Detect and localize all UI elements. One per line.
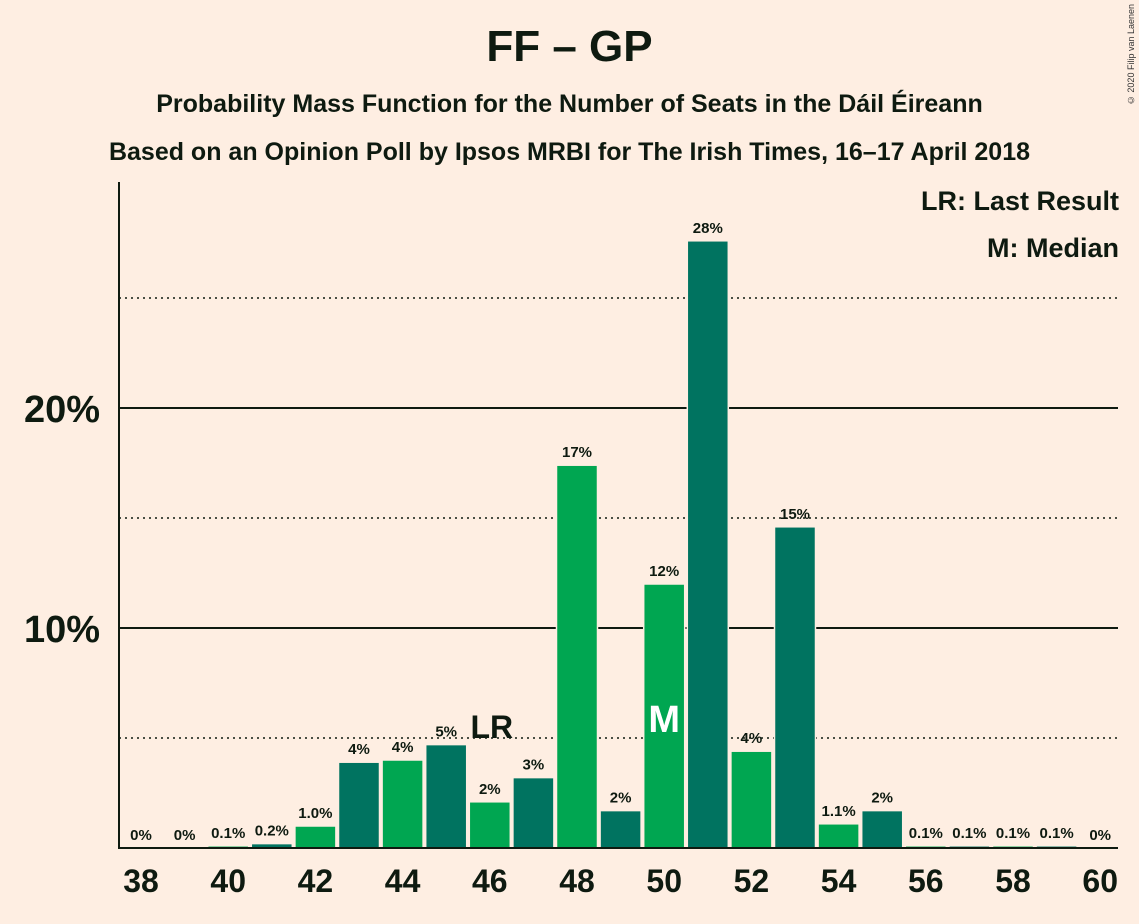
bar-value-label: 12% — [649, 563, 679, 580]
bar-value-label: 2% — [871, 790, 893, 807]
x-tick-label: 52 — [734, 863, 770, 899]
bar-value-label: 28% — [693, 220, 723, 237]
x-tick-label: 38 — [123, 863, 159, 899]
bar-value-label: 0% — [174, 827, 196, 844]
bar-seat-52 — [730, 750, 773, 849]
legend-median: M: Median — [987, 233, 1119, 263]
bar-value-label: 5% — [435, 724, 457, 741]
x-tick-label: 54 — [821, 863, 857, 899]
x-tick-label: 50 — [646, 863, 682, 899]
x-tick-label: 46 — [472, 863, 508, 899]
bar-seat-44 — [381, 759, 424, 849]
bar-value-label: 4% — [392, 739, 414, 756]
bar-value-label: 0% — [130, 827, 152, 844]
bar-seat-55 — [860, 809, 904, 849]
median-marker: M — [648, 699, 680, 741]
bar-value-label: 4% — [348, 741, 370, 758]
bar-value-label: 3% — [523, 757, 545, 774]
chart-title: FF – GP — [486, 22, 653, 71]
bar-seat-50 — [642, 583, 686, 849]
bar-value-label: 17% — [562, 444, 592, 461]
x-tick-label: 56 — [908, 863, 944, 899]
bar-seat-46 — [468, 801, 512, 849]
bar-value-label: 4% — [741, 730, 763, 747]
x-tick-label: 44 — [385, 863, 421, 899]
bar-seat-42 — [294, 825, 337, 849]
bar-seat-48 — [555, 464, 599, 849]
x-tick-label: 60 — [1082, 863, 1118, 899]
bar-value-label: 15% — [780, 506, 810, 523]
chart-subtitle: Probability Mass Function for the Number… — [156, 90, 983, 118]
x-tick-label: 40 — [210, 863, 246, 899]
x-tick-label: 58 — [995, 863, 1031, 899]
last-result-marker: LR — [470, 709, 513, 745]
bar-value-label: 0.1% — [211, 825, 245, 842]
y-tick-label: 10% — [24, 609, 100, 651]
bar-value-label: 0% — [1089, 827, 1111, 844]
bar-value-label: 0.1% — [952, 825, 986, 842]
bar-value-label: 0.1% — [1039, 825, 1073, 842]
bar-value-label: 2% — [479, 781, 501, 798]
bar-seat-51 — [686, 240, 730, 849]
x-tick-label: 48 — [559, 863, 595, 899]
bar-value-label: 1.0% — [298, 805, 332, 822]
y-tick-label: 20% — [24, 389, 100, 431]
bar-value-label: 1.1% — [821, 803, 855, 820]
bar-seat-45 — [424, 743, 468, 849]
bar-seat-54 — [817, 823, 860, 849]
legend-last-result: LR: Last Result — [920, 186, 1119, 216]
x-tick-label: 42 — [298, 863, 334, 899]
bar-value-label: 2% — [610, 790, 632, 807]
bar-seat-49 — [599, 809, 642, 849]
bar-value-label: 0.2% — [255, 823, 289, 840]
bar-seat-53 — [773, 526, 817, 849]
bar-seat-47 — [512, 776, 555, 849]
bar-value-label: 0.1% — [996, 825, 1030, 842]
chart-source-subtitle: Based on an Opinion Poll by Ipsos MRBI f… — [108, 138, 1031, 166]
bar-seat-43 — [337, 761, 381, 849]
bar-value-label: 0.1% — [909, 825, 943, 842]
